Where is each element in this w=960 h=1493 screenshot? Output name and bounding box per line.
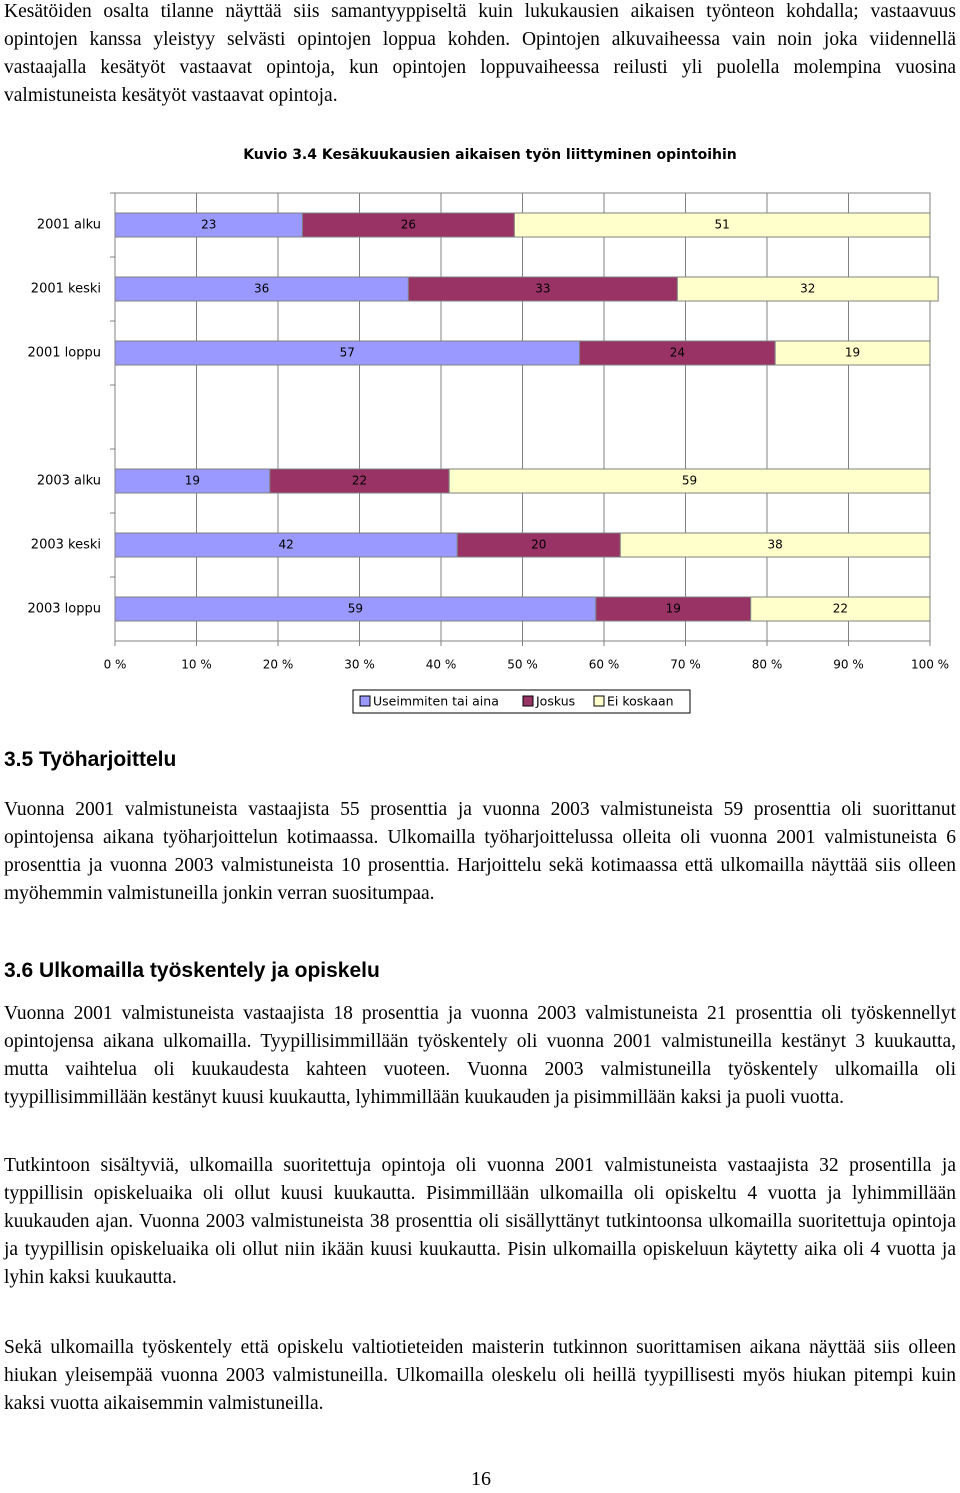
bar-segment [676,276,939,302]
x-tick-label: 90 % [833,658,864,672]
data-label: 22 [352,474,367,488]
x-tick-label: 80 % [752,658,783,672]
data-label: 33 [535,282,550,296]
data-label: 36 [254,282,269,296]
bar-segment [114,468,271,494]
page-number: 16 [471,1468,491,1490]
bar-segment [114,596,597,622]
data-label: 51 [715,218,730,232]
bar-segment [513,212,931,238]
data-label: 24 [670,346,685,360]
data-label: 22 [833,602,848,616]
chart: Kuvio 3.4 Kesäkuukausien aikaisen työn l… [27,147,949,714]
bar-segment [114,212,303,238]
bar-segment [595,596,752,622]
section-heading: 3.6 Ulkomailla työskentely ja opiskelu [4,959,380,982]
y-tick-label: 2001 keski [31,282,101,297]
bar-segment [407,276,678,302]
x-tick-label: 70 % [670,658,701,672]
paragraph: Tutkintoon sisältyviä, ulkomailla suorit… [4,1155,956,1288]
data-label: 26 [401,218,416,232]
bar-segment [750,596,931,622]
section-heading: 3.5 Työharjoittelu [4,748,177,771]
data-label: 57 [340,346,355,360]
legend-swatch [593,695,605,707]
legend-label: Useimmiten tai aina [373,694,499,709]
bar-segment [269,468,450,494]
data-label: 42 [279,538,294,552]
data-label: 19 [185,474,200,488]
chart-title: Kuvio 3.4 Kesäkuukausien aikaisen työn l… [243,147,737,163]
bar-segment [114,340,581,366]
bar-segment [456,532,621,558]
paragraph: Sekä ulkomailla työskentely että opiskel… [4,1337,956,1414]
y-tick-label: 2001 loppu [27,346,101,361]
data-label: 32 [800,282,815,296]
legend-swatch [359,695,371,707]
y-tick-label: 2001 alku [37,218,101,233]
x-tick-label: 40 % [426,658,457,672]
data-label: 38 [768,538,783,552]
bar-segment [114,532,458,558]
paragraph: Vuonna 2001 valmistuneista vastaajista 5… [4,799,956,904]
paragraph: Kesätöiden osalta tilanne näyttää siis s… [4,1,956,106]
data-label: 20 [531,538,546,552]
x-tick-label: 100 % [911,658,949,672]
bar-segment [301,212,515,238]
legend-box [352,689,691,714]
x-tick-label: 60 % [589,658,620,672]
bar-segment [619,532,931,558]
bar-segment [774,340,931,366]
data-label: 59 [682,474,697,488]
legend-label: Joskus [535,694,575,709]
data-label: 23 [201,218,216,232]
x-tick-label: 50 % [507,658,538,672]
y-tick-label: 2003 loppu [27,602,101,617]
bar-segment [448,468,931,494]
paragraph: Vuonna 2001 valmistuneista vastaajista 1… [4,1003,956,1108]
data-label: 59 [348,602,363,616]
y-tick-label: 2003 keski [31,538,101,553]
legend-label: Ei koskaan [607,694,674,709]
legend-swatch [522,695,534,707]
x-tick-label: 10 % [181,658,212,672]
data-label: 19 [845,346,860,360]
x-tick-label: 0 % [104,658,127,672]
data-label: 19 [666,602,681,616]
x-tick-label: 30 % [344,658,375,672]
x-tick-label: 20 % [263,658,294,672]
y-tick-label: 2003 alku [37,474,101,489]
